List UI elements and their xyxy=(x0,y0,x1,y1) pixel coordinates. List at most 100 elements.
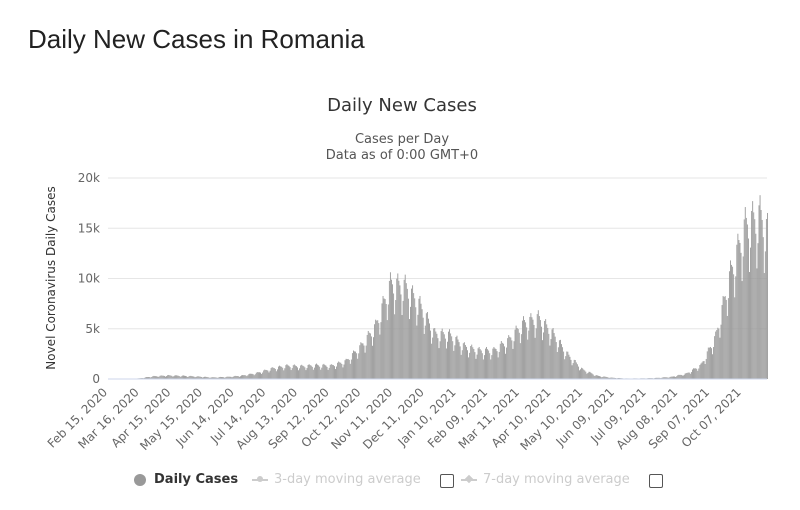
daily-cases-bar[interactable] xyxy=(436,333,438,379)
daily-cases-bar[interactable] xyxy=(410,306,411,379)
daily-cases-bar[interactable] xyxy=(714,336,716,379)
daily-cases-bar[interactable] xyxy=(288,365,290,379)
daily-cases-bar[interactable] xyxy=(274,368,276,379)
daily-cases-bar[interactable] xyxy=(579,370,580,379)
daily-cases-bar[interactable] xyxy=(759,195,761,379)
daily-cases-bar[interactable] xyxy=(308,364,310,379)
daily-cases-bar[interactable] xyxy=(170,375,172,379)
daily-cases-bar[interactable] xyxy=(243,375,245,379)
daily-cases-bar[interactable] xyxy=(267,370,269,379)
daily-cases-bar[interactable] xyxy=(744,207,746,379)
daily-cases-bar[interactable] xyxy=(528,330,530,379)
daily-cases-bar[interactable] xyxy=(602,376,604,379)
daily-cases-bar[interactable] xyxy=(319,366,321,379)
daily-cases-bar[interactable] xyxy=(689,373,691,379)
daily-cases-bar[interactable] xyxy=(338,361,340,379)
daily-cases-bar[interactable] xyxy=(301,364,303,379)
daily-cases-bar[interactable] xyxy=(598,375,599,379)
daily-cases-bar[interactable] xyxy=(408,319,410,379)
daily-cases-bar[interactable] xyxy=(677,375,679,379)
daily-cases-bar[interactable] xyxy=(596,375,598,379)
daily-cases-bar[interactable] xyxy=(329,364,331,379)
daily-cases-bar[interactable] xyxy=(328,367,330,379)
daily-cases-bar[interactable] xyxy=(393,293,395,379)
daily-cases-bar[interactable] xyxy=(477,348,479,379)
daily-cases-bar[interactable] xyxy=(162,375,164,379)
daily-cases-bar[interactable] xyxy=(518,332,520,379)
daily-cases-bar[interactable] xyxy=(397,273,399,379)
daily-cases-bar[interactable] xyxy=(700,363,702,379)
daily-cases-bar[interactable] xyxy=(456,335,458,379)
daily-cases-bar[interactable] xyxy=(264,369,266,379)
daily-cases-bar[interactable] xyxy=(515,325,517,379)
daily-cases-bar[interactable] xyxy=(286,364,288,379)
daily-cases-bar[interactable] xyxy=(387,304,389,379)
daily-cases-bar[interactable] xyxy=(233,376,235,379)
daily-cases-bar[interactable] xyxy=(300,365,302,379)
daily-cases-bar[interactable] xyxy=(177,375,179,379)
daily-cases-bar[interactable] xyxy=(289,367,291,379)
daily-cases-bar[interactable] xyxy=(553,333,555,379)
daily-cases-bar[interactable] xyxy=(398,280,400,379)
daily-cases-bar[interactable] xyxy=(416,325,418,379)
daily-cases-bar[interactable] xyxy=(464,345,466,379)
daily-cases-bar[interactable] xyxy=(566,351,568,379)
daily-cases-bar[interactable] xyxy=(751,210,753,379)
daily-cases-bar[interactable] xyxy=(732,266,734,379)
daily-cases-bar[interactable] xyxy=(367,330,369,379)
daily-cases-bar[interactable] xyxy=(236,376,238,379)
daily-cases-bar[interactable] xyxy=(365,345,367,379)
daily-cases-bar[interactable] xyxy=(682,375,684,379)
daily-cases-bar[interactable] xyxy=(685,373,687,379)
daily-cases-bar[interactable] xyxy=(379,334,381,379)
daily-cases-bar[interactable] xyxy=(327,369,329,379)
daily-cases-bar[interactable] xyxy=(753,212,755,379)
daily-cases-bar[interactable] xyxy=(661,377,663,379)
daily-cases-bar[interactable] xyxy=(686,372,688,379)
daily-cases-bar[interactable] xyxy=(355,351,357,379)
legend-item-3day-average[interactable]: 3-day moving average xyxy=(252,472,421,487)
daily-cases-bar[interactable] xyxy=(554,336,556,379)
daily-cases-bar[interactable] xyxy=(529,316,531,379)
daily-cases-bar[interactable] xyxy=(181,375,183,379)
daily-cases-bar[interactable] xyxy=(323,363,325,379)
daily-cases-bar[interactable] xyxy=(539,320,541,379)
daily-cases-bar[interactable] xyxy=(523,316,524,379)
daily-cases-bar[interactable] xyxy=(698,368,700,379)
daily-cases-bar[interactable] xyxy=(331,364,333,379)
daily-cases-bar[interactable] xyxy=(182,375,184,379)
daily-cases-bar[interactable] xyxy=(692,369,693,379)
daily-cases-bar[interactable] xyxy=(447,341,448,379)
daily-cases-bar[interactable] xyxy=(745,217,747,379)
daily-cases-bar[interactable] xyxy=(688,372,690,379)
daily-cases-bar[interactable] xyxy=(422,317,424,379)
daily-cases-bar[interactable] xyxy=(336,366,338,379)
daily-cases-bar[interactable] xyxy=(584,370,586,379)
daily-cases-bar[interactable] xyxy=(311,366,313,379)
daily-cases-bar[interactable] xyxy=(148,377,150,379)
daily-cases-bar[interactable] xyxy=(555,342,557,379)
daily-cases-bar[interactable] xyxy=(245,375,247,379)
daily-cases-bar[interactable] xyxy=(593,375,595,379)
daily-cases-bar[interactable] xyxy=(201,377,203,379)
daily-cases-bar[interactable] xyxy=(534,337,536,379)
daily-cases-bar[interactable] xyxy=(218,377,220,379)
daily-cases-bar[interactable] xyxy=(351,353,353,379)
daily-cases-bar[interactable] xyxy=(575,362,577,379)
daily-cases-bar[interactable] xyxy=(404,274,406,379)
daily-cases-bar[interactable] xyxy=(488,350,490,379)
daily-cases-bar[interactable] xyxy=(471,344,473,379)
daily-cases-bar[interactable] xyxy=(196,376,198,379)
daily-cases-bar[interactable] xyxy=(733,274,735,379)
daily-cases-bar[interactable] xyxy=(261,373,263,379)
daily-cases-bar[interactable] xyxy=(701,362,703,379)
daily-cases-bar[interactable] xyxy=(187,376,189,379)
daily-cases-bar[interactable] xyxy=(309,365,311,379)
daily-cases-bar[interactable] xyxy=(237,376,239,379)
daily-cases-bar[interactable] xyxy=(433,328,435,379)
daily-cases-bar[interactable] xyxy=(403,279,405,379)
daily-cases-bar[interactable] xyxy=(270,368,272,379)
daily-cases-bar[interactable] xyxy=(506,347,508,379)
daily-cases-bar[interactable] xyxy=(151,376,153,379)
daily-cases-bar[interactable] xyxy=(544,320,546,379)
